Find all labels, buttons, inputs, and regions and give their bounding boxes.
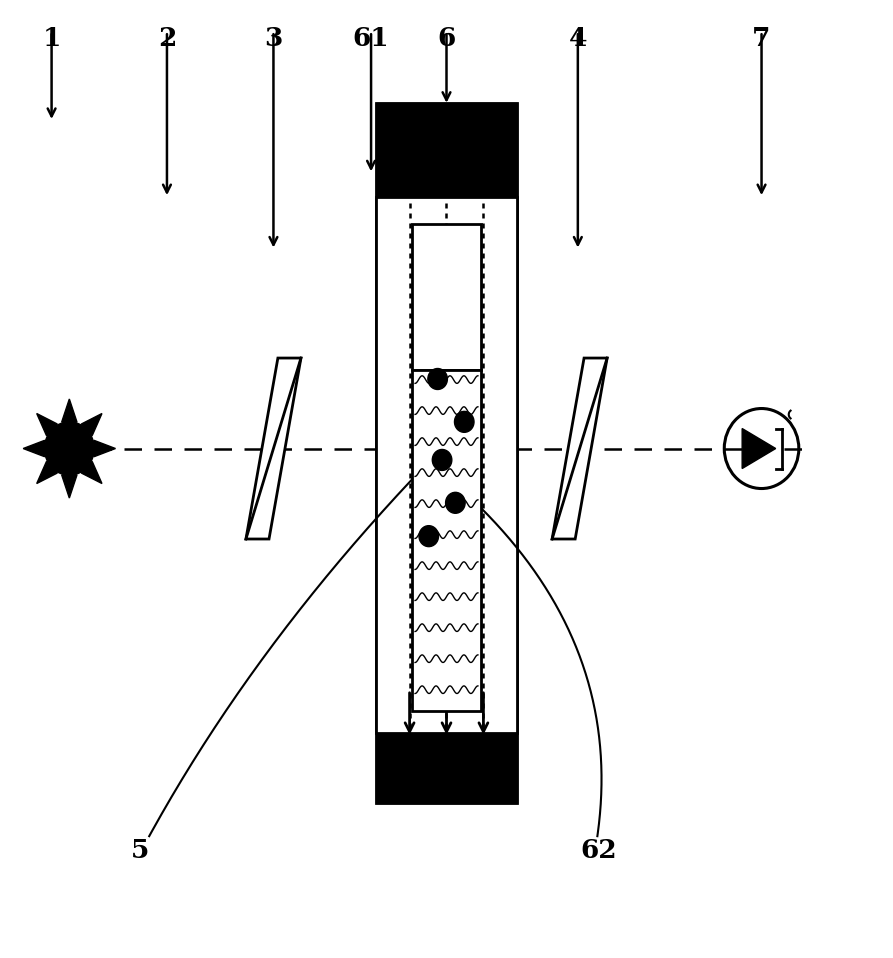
Polygon shape bbox=[37, 414, 57, 436]
Polygon shape bbox=[62, 399, 77, 422]
Circle shape bbox=[45, 422, 95, 475]
FancyBboxPatch shape bbox=[375, 103, 518, 803]
Text: 2: 2 bbox=[158, 26, 176, 51]
Polygon shape bbox=[81, 414, 102, 436]
FancyBboxPatch shape bbox=[375, 197, 518, 733]
Text: 4: 4 bbox=[569, 26, 587, 51]
FancyBboxPatch shape bbox=[375, 733, 518, 803]
Text: 61: 61 bbox=[353, 26, 389, 51]
Circle shape bbox=[428, 369, 447, 390]
Text: 62: 62 bbox=[580, 838, 617, 863]
FancyBboxPatch shape bbox=[413, 371, 480, 712]
Text: 6: 6 bbox=[438, 26, 455, 51]
Polygon shape bbox=[23, 441, 45, 457]
Circle shape bbox=[432, 449, 452, 470]
Text: 7: 7 bbox=[753, 26, 771, 51]
Polygon shape bbox=[742, 428, 776, 468]
Polygon shape bbox=[62, 475, 77, 498]
Polygon shape bbox=[81, 462, 102, 484]
Polygon shape bbox=[552, 358, 607, 539]
Text: 3: 3 bbox=[264, 26, 283, 51]
Polygon shape bbox=[94, 441, 115, 457]
FancyBboxPatch shape bbox=[375, 103, 518, 197]
Text: 5: 5 bbox=[131, 838, 149, 863]
Polygon shape bbox=[37, 462, 57, 484]
Polygon shape bbox=[246, 358, 301, 539]
Text: 1: 1 bbox=[42, 26, 61, 51]
Circle shape bbox=[419, 526, 438, 547]
Circle shape bbox=[446, 492, 465, 513]
Circle shape bbox=[455, 411, 474, 432]
FancyBboxPatch shape bbox=[413, 224, 480, 371]
